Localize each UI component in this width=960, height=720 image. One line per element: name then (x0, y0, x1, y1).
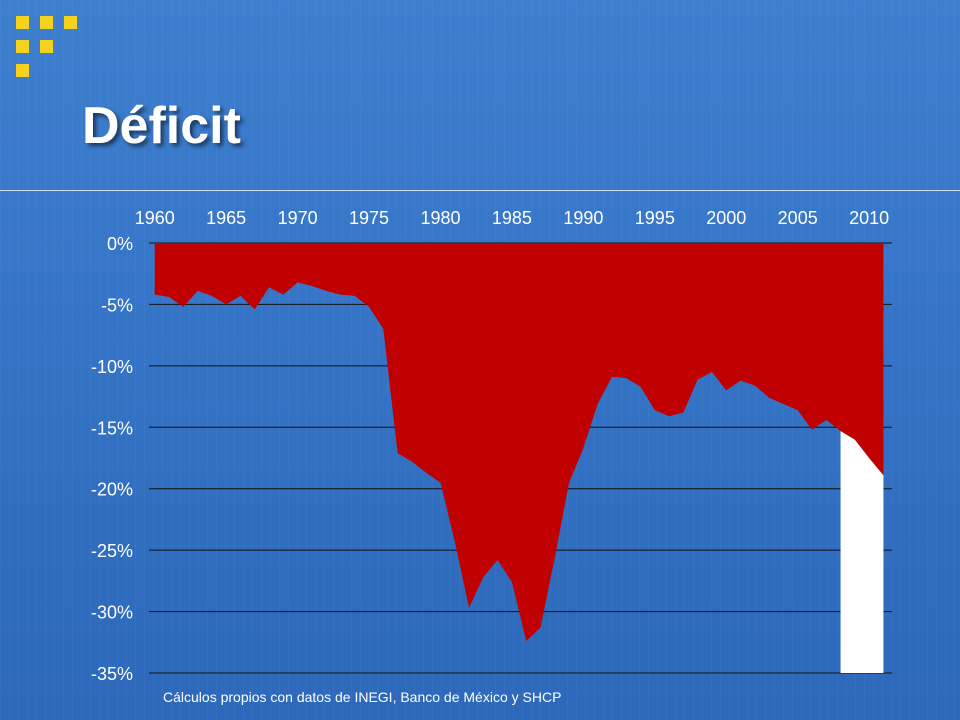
y-tick-label: 0% (107, 234, 133, 254)
x-tick-label: 2000 (706, 208, 746, 228)
x-tick-label: 1970 (278, 208, 318, 228)
projection-region (840, 430, 884, 673)
y-tick-label: -5% (101, 295, 133, 315)
y-tick-label: -25% (91, 541, 133, 561)
deficit-area (154, 243, 884, 642)
x-tick-label: 1990 (563, 208, 603, 228)
x-axis-ticks: 1960 1965 1970 1975 1980 1985 1990 1995 2000 2005… (135, 208, 889, 228)
x-tick-label: 1985 (492, 208, 532, 228)
x-tick-label: 2005 (778, 208, 818, 228)
y-axis-ticks: 0% -5% -10% -15% -20% -25% -30% -35% (91, 234, 133, 684)
x-tick-label: 1965 (206, 208, 246, 228)
title-divider (0, 190, 960, 191)
y-tick-label: -10% (91, 357, 133, 377)
projection-area (840, 430, 884, 673)
source-note: Cálculos propios con datos de INEGI, Ban… (163, 689, 562, 705)
logo-squares-icon (14, 14, 84, 84)
x-tick-label: 1960 (135, 208, 175, 228)
x-tick-label: 2010 (849, 208, 889, 228)
y-tick-label: -35% (91, 664, 133, 684)
slide-title: Déficit (82, 97, 241, 155)
y-tick-label: -30% (91, 603, 133, 623)
x-tick-label: 1995 (635, 208, 675, 228)
y-tick-label: -15% (91, 418, 133, 438)
deficit-series (154, 243, 884, 642)
y-tick-label: -20% (91, 480, 133, 500)
x-tick-label: 1980 (420, 208, 460, 228)
x-tick-label: 1975 (349, 208, 389, 228)
